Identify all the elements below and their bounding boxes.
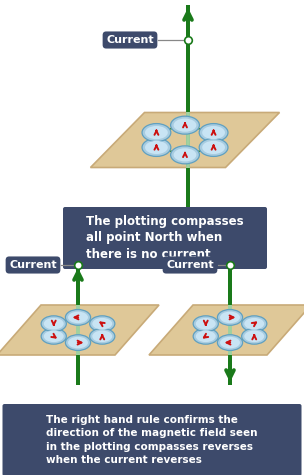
Ellipse shape [202, 126, 225, 139]
Ellipse shape [92, 331, 112, 342]
Text: The right hand rule confirms the
direction of the magnetic field seen
in the plo: The right hand rule confirms the directi… [46, 415, 258, 465]
Ellipse shape [217, 335, 243, 351]
Ellipse shape [244, 331, 264, 342]
Ellipse shape [174, 148, 196, 162]
Ellipse shape [220, 312, 240, 323]
Text: The plotting compasses
all point North when
there is no current: The plotting compasses all point North w… [86, 215, 244, 262]
Ellipse shape [244, 318, 264, 330]
Ellipse shape [202, 141, 225, 154]
Ellipse shape [41, 316, 66, 332]
Ellipse shape [65, 335, 91, 351]
Polygon shape [183, 209, 193, 215]
Ellipse shape [199, 124, 228, 142]
Ellipse shape [90, 328, 115, 344]
Ellipse shape [171, 146, 199, 164]
Ellipse shape [199, 138, 228, 156]
Ellipse shape [196, 318, 216, 330]
Ellipse shape [145, 126, 168, 139]
Ellipse shape [171, 116, 199, 134]
FancyBboxPatch shape [2, 404, 302, 475]
Ellipse shape [145, 141, 168, 154]
Text: Current: Current [166, 260, 214, 270]
Ellipse shape [68, 312, 88, 323]
Ellipse shape [242, 328, 267, 344]
FancyBboxPatch shape [63, 207, 267, 269]
Ellipse shape [142, 124, 171, 142]
Ellipse shape [196, 331, 216, 342]
Ellipse shape [90, 316, 115, 332]
Ellipse shape [41, 328, 66, 344]
Ellipse shape [142, 138, 171, 156]
Ellipse shape [44, 318, 64, 330]
Ellipse shape [193, 316, 218, 332]
Ellipse shape [68, 337, 88, 348]
Text: Current: Current [106, 35, 154, 45]
Ellipse shape [220, 337, 240, 348]
Ellipse shape [217, 310, 243, 325]
Ellipse shape [242, 316, 267, 332]
Text: Current: Current [9, 260, 57, 270]
Polygon shape [0, 305, 159, 355]
Ellipse shape [92, 318, 112, 330]
Ellipse shape [174, 119, 196, 132]
Polygon shape [91, 113, 279, 168]
Ellipse shape [193, 328, 218, 344]
Polygon shape [149, 406, 159, 412]
Ellipse shape [65, 310, 91, 325]
Ellipse shape [44, 331, 64, 342]
Polygon shape [149, 305, 304, 355]
